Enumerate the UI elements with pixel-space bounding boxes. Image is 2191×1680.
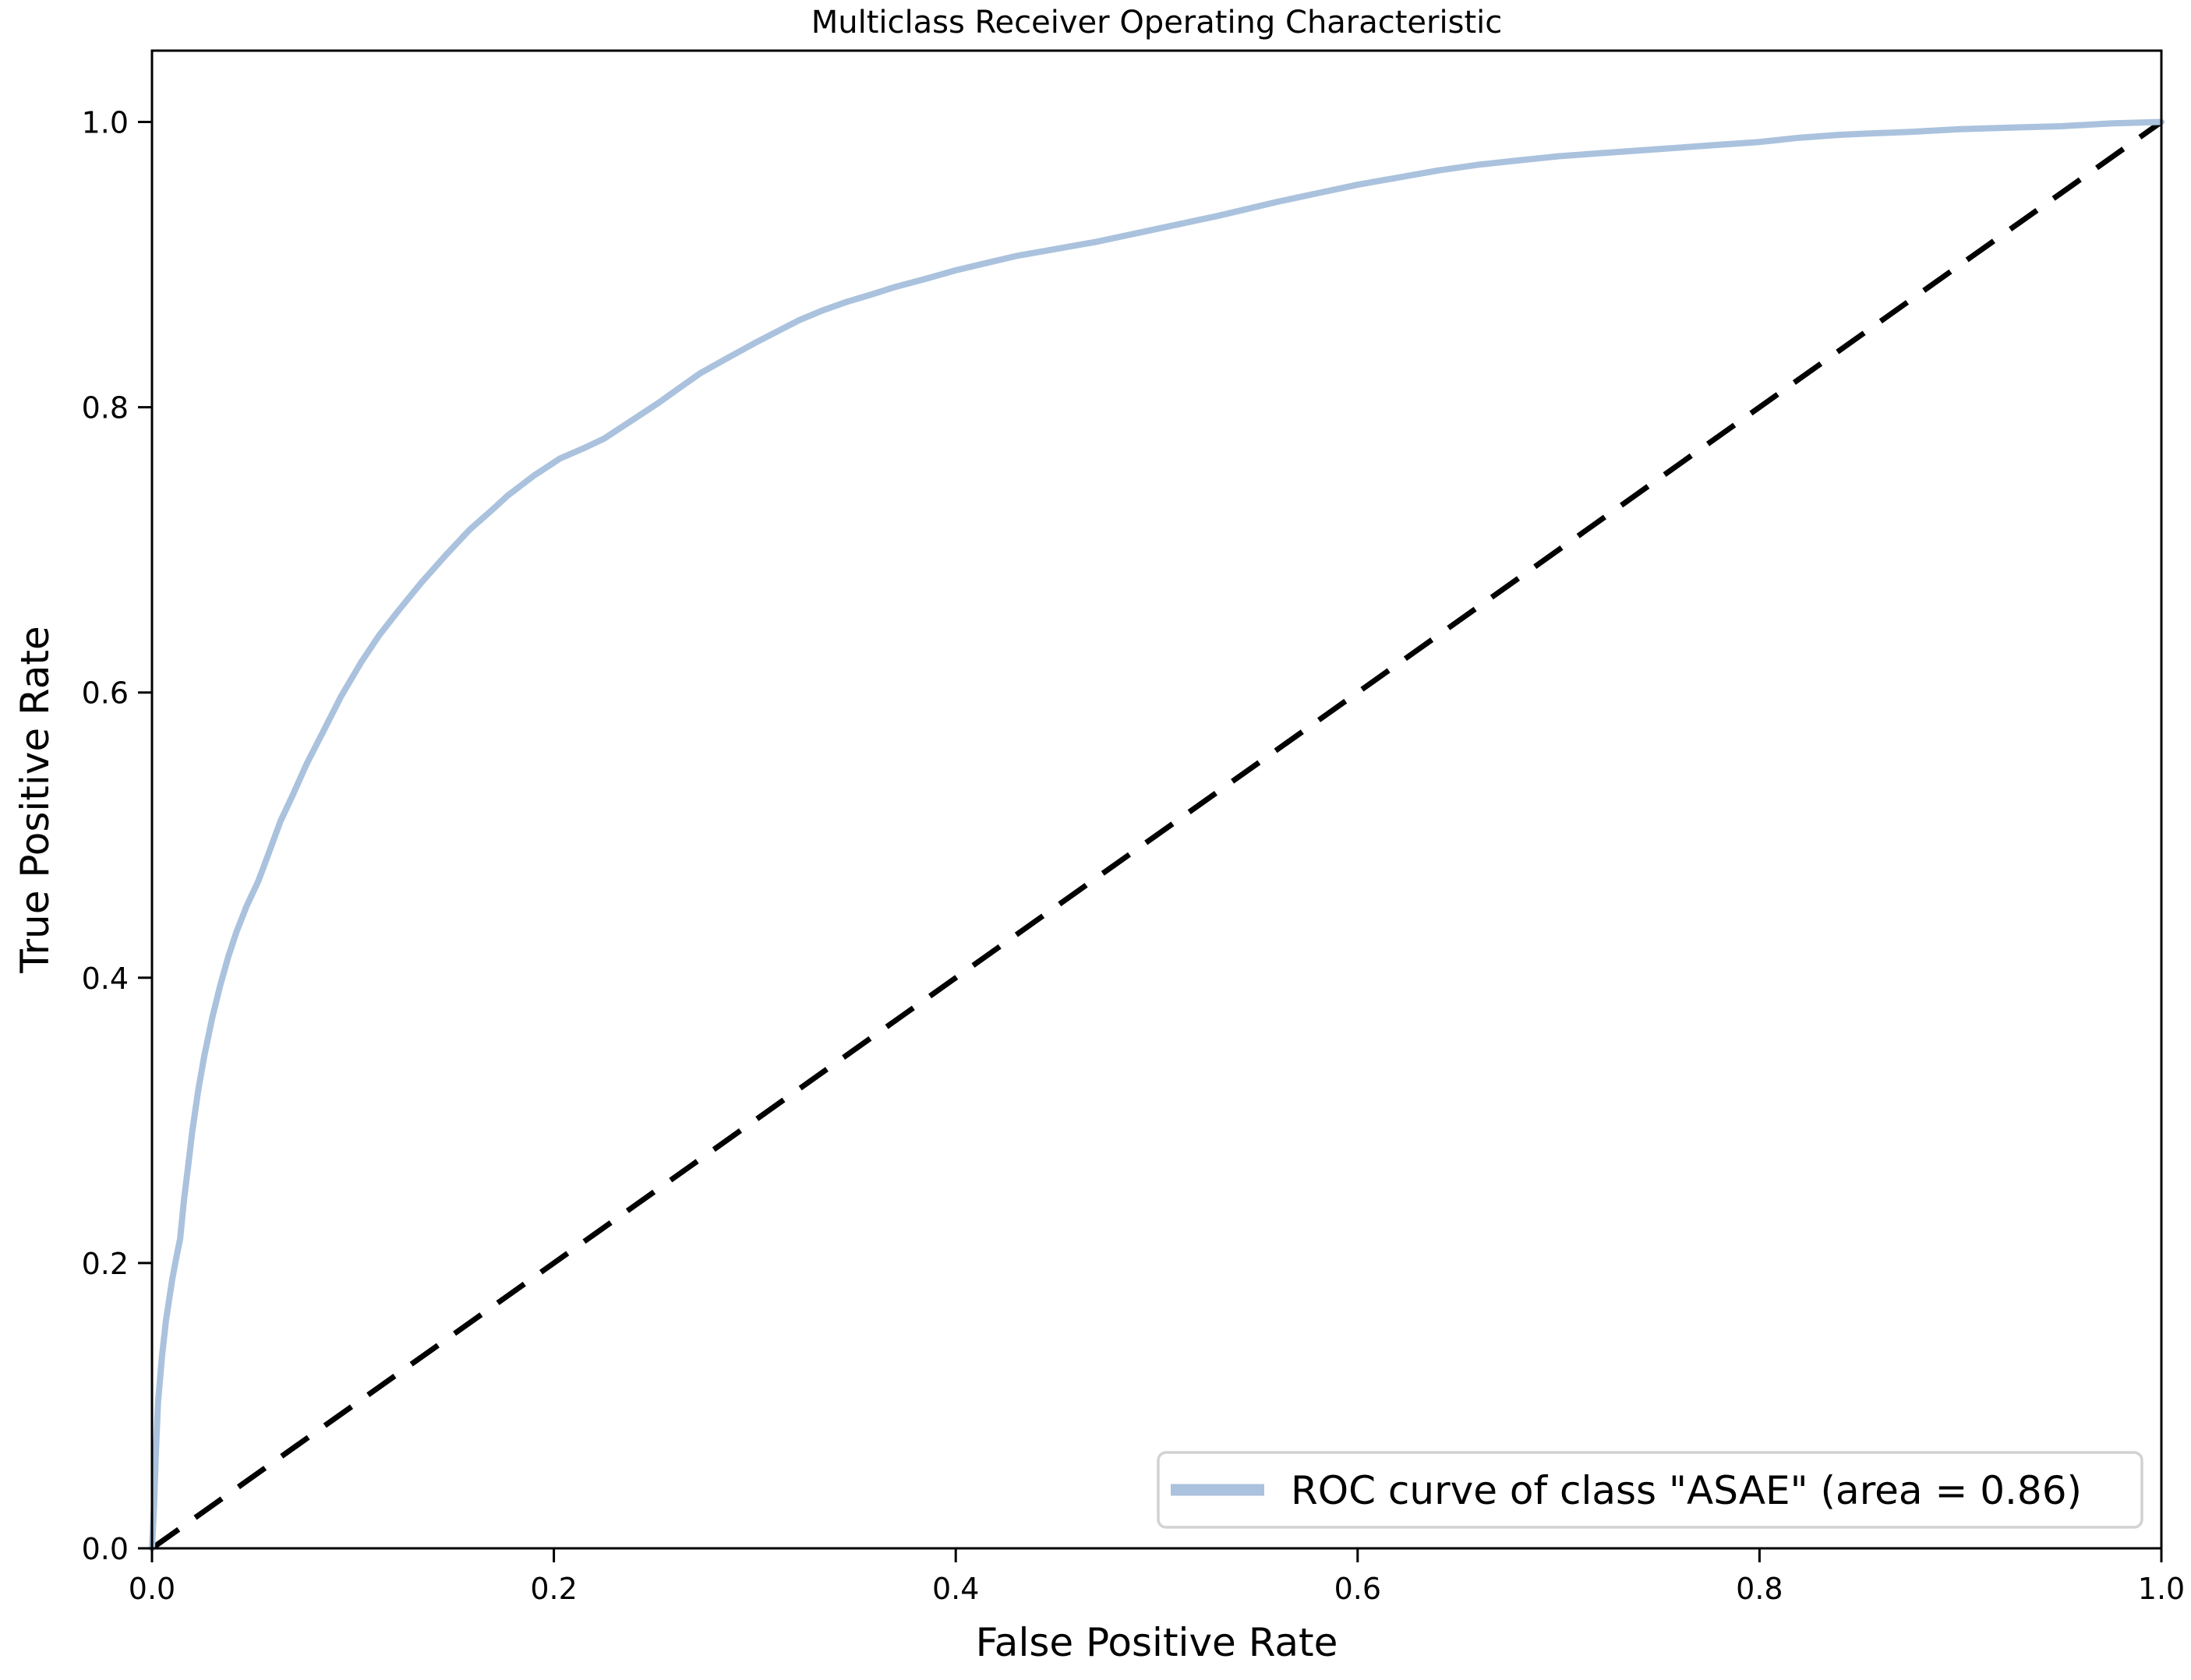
y-axis-ticks: 0.0 0.2 0.4 0.6 0.8 1.0 — [82, 106, 152, 1566]
x-tick-label: 0.6 — [1334, 1572, 1381, 1606]
x-tick-label: 1.0 — [2138, 1572, 2185, 1606]
x-tick-label: 0.8 — [1736, 1572, 1783, 1606]
chance-diagonal-line — [150, 119, 2164, 1551]
y-tick-label: 0.6 — [82, 676, 129, 711]
x-axis-ticks: 0.0 0.2 0.4 0.6 0.8 1.0 — [129, 1548, 2185, 1606]
y-axis-label: True Positive Rate — [12, 626, 58, 973]
x-tick-label: 0.4 — [932, 1572, 979, 1606]
legend-label: ROC curve of class "ASAE" (area = 0.86) — [1291, 1468, 2082, 1513]
x-tick-label: 0.0 — [129, 1572, 175, 1606]
roc-curve-line — [149, 118, 2164, 1551]
y-tick-label: 1.0 — [82, 106, 129, 140]
y-tick-label: 0.4 — [82, 962, 129, 996]
plot-frame — [150, 49, 2163, 1550]
x-tick-label: 0.2 — [530, 1572, 577, 1606]
y-tick-label: 0.2 — [82, 1247, 129, 1281]
chart-title: Multiclass Receiver Operating Characteri… — [811, 5, 1502, 41]
x-axis-label: False Positive Rate — [976, 1620, 1338, 1665]
y-tick-label: 0.0 — [82, 1532, 129, 1566]
legend-box — [1157, 1451, 2143, 1529]
legend: ROC curve of class "ASAE" (area = 0.86) — [1157, 1451, 2143, 1529]
y-tick-label: 0.8 — [82, 391, 129, 425]
